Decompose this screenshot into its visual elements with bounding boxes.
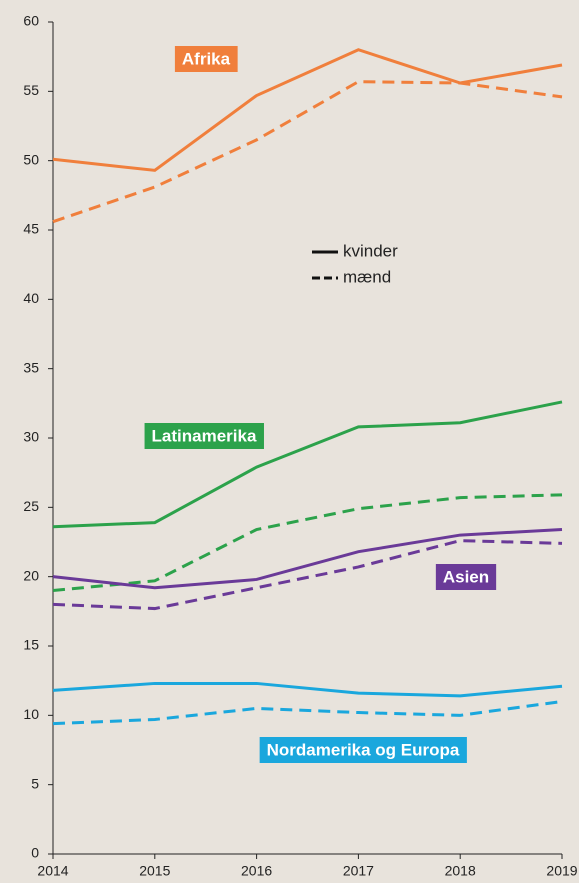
series-line xyxy=(52,699,563,726)
y-tick-label: 40 xyxy=(23,290,39,306)
y-tick-label: 60 xyxy=(23,13,39,29)
series-line xyxy=(52,80,563,224)
series-label: Asien xyxy=(443,567,489,586)
series-line xyxy=(52,493,563,593)
series-label: Afrika xyxy=(182,49,231,68)
series-label-box xyxy=(174,46,238,72)
series-line xyxy=(52,48,563,172)
y-tick-label: 35 xyxy=(23,359,39,375)
legend-label: mænd xyxy=(343,267,391,286)
legend-label: kvinder xyxy=(343,241,398,260)
series-line xyxy=(52,528,563,590)
x-tick-label: 2019 xyxy=(546,863,577,879)
y-tick-label: 30 xyxy=(23,429,39,445)
series-line xyxy=(52,681,563,698)
series-label-box xyxy=(144,423,264,449)
x-tick-label: 2016 xyxy=(241,863,272,879)
x-tick-label: 2014 xyxy=(37,863,68,879)
series-label: Nordamerika og Europa xyxy=(267,740,460,759)
x-tick-label: 2017 xyxy=(343,863,374,879)
y-tick-label: 20 xyxy=(23,567,39,583)
y-tick-label: 55 xyxy=(23,82,39,98)
y-tick-label: 5 xyxy=(31,775,39,791)
series-line xyxy=(52,400,563,529)
series-label: Latinamerika xyxy=(152,426,257,445)
x-tick-label: 2018 xyxy=(445,863,476,879)
y-tick-label: 0 xyxy=(31,845,39,861)
y-tick-label: 10 xyxy=(23,706,39,722)
series-label-box xyxy=(435,564,497,590)
x-tick-label: 2015 xyxy=(139,863,170,879)
series-line xyxy=(52,539,563,611)
y-tick-label: 25 xyxy=(23,498,39,514)
y-tick-label: 45 xyxy=(23,221,39,237)
series-label-box xyxy=(259,737,467,763)
y-tick-label: 50 xyxy=(23,151,39,167)
y-tick-label: 15 xyxy=(23,637,39,653)
